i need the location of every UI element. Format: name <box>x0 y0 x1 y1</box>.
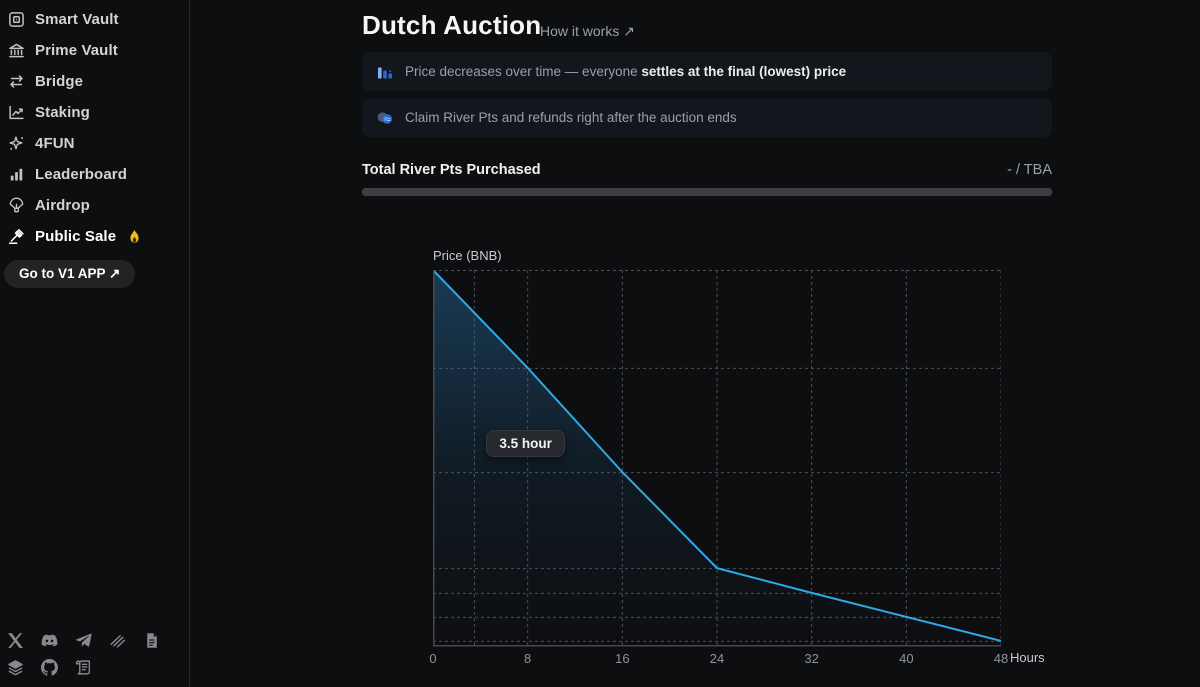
sidebar-item-label: Airdrop <box>35 197 90 214</box>
trending-chart-icon <box>9 105 24 120</box>
discord-icon[interactable] <box>41 632 58 649</box>
bar-chart-icon <box>378 67 392 78</box>
chart-plot-area[interactable] <box>433 270 1001 647</box>
x-tick-label: 48 <box>993 651 1009 666</box>
price-chart[interactable]: Price (BNB) 0 8 16 24 32 40 48 Hours 3.5 hour <box>362 245 1062 675</box>
sidebar-item-smart-vault[interactable]: Smart Vault <box>0 4 189 35</box>
sidebar-item-label: Bridge <box>35 73 84 90</box>
price-line <box>433 270 1001 642</box>
purchase-label: Total River Pts Purchased <box>362 162 541 178</box>
coins-icon <box>377 111 392 124</box>
info-banner-price: Price decreases over time — everyone set… <box>362 52 1052 91</box>
social-links-row-2 <box>7 659 92 676</box>
sidebar-item-label: Public Sale <box>35 228 117 245</box>
sidebar-item-label: Smart Vault <box>35 11 119 28</box>
docs-file-icon[interactable] <box>143 632 160 649</box>
purchase-summary-row: Total River Pts Purchased - / TBA <box>362 162 1052 178</box>
sidebar-item-prime-vault[interactable]: Prime Vault <box>0 35 189 66</box>
x-tick-label: 8 <box>524 651 532 666</box>
x-tick-label: 16 <box>615 651 630 666</box>
bar-ranking-icon <box>10 168 23 181</box>
vault-icon <box>9 12 24 27</box>
sidebar-item-staking[interactable]: Staking <box>0 97 189 128</box>
sidebar-item-bridge[interactable]: Bridge <box>0 66 189 97</box>
axes <box>433 270 1001 647</box>
banner-text: Price decreases over time — everyone set… <box>405 64 847 79</box>
sidebar-nav: Smart Vault Prime Vault Bridge Staking <box>0 4 189 288</box>
bank-icon <box>9 43 24 58</box>
banner-text: Claim River Pts and refunds right after … <box>405 110 737 125</box>
x-tick-label: 24 <box>709 651 725 666</box>
sidebar-item-4fun[interactable]: 4FUN <box>0 128 189 159</box>
social-links-row-1 <box>7 632 160 649</box>
go-to-v1-app-button[interactable]: Go to V1 APP ↗ <box>4 260 136 288</box>
sidebar-item-leaderboard[interactable]: Leaderboard <box>0 159 189 190</box>
info-banner-claim: Claim River Pts and refunds right after … <box>362 98 1052 137</box>
page-title: Dutch Auction <box>362 10 542 40</box>
bridge-arrows-icon <box>10 75 23 88</box>
hover-tooltip: 3.5 hour <box>486 430 565 457</box>
parachute-icon <box>9 197 24 213</box>
flame-icon <box>130 229 139 243</box>
y-axis-title: Price (BNB) <box>433 248 502 263</box>
telegram-icon[interactable] <box>75 632 92 649</box>
contract-scroll-icon[interactable] <box>75 659 92 676</box>
sidebar-item-label: Staking <box>35 104 90 121</box>
x-tick-label: 40 <box>899 651 914 666</box>
github-icon[interactable] <box>41 659 58 676</box>
x-twitter-icon[interactable] <box>7 632 24 649</box>
price-line-series <box>433 270 1001 645</box>
sidebar-item-label: Prime Vault <box>35 42 118 59</box>
sidebar-item-public-sale[interactable]: Public Sale <box>0 221 189 252</box>
x-tick-label: 32 <box>804 651 819 666</box>
sidebar-item-airdrop[interactable]: Airdrop <box>0 190 189 221</box>
x-axis-title: Hours <box>1010 650 1045 665</box>
area-fill <box>433 270 1001 645</box>
purchase-value: - / TBA <box>1007 162 1052 178</box>
sparkle-icon <box>9 136 23 150</box>
sidebar-item-label: Leaderboard <box>35 166 127 183</box>
gavel-icon <box>8 228 24 245</box>
how-it-works-link[interactable]: How it works ↗ <box>540 23 635 39</box>
sidebar: Smart Vault Prime Vault Bridge Staking <box>0 0 190 687</box>
purchase-progress-bar <box>362 188 1052 196</box>
sidebar-item-label: 4FUN <box>35 135 75 152</box>
mirror-slashes-icon[interactable] <box>109 632 126 649</box>
layers-icon[interactable] <box>7 659 24 676</box>
x-tick-label: 0 <box>429 651 437 666</box>
